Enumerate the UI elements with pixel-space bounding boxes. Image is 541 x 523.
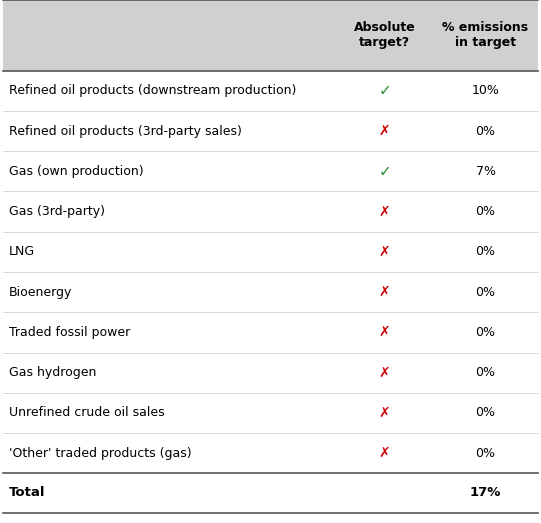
Text: 0%: 0% <box>476 245 496 258</box>
Text: ✗: ✗ <box>379 325 391 339</box>
Text: % emissions
in target: % emissions in target <box>443 21 529 49</box>
Text: ✗: ✗ <box>379 285 391 299</box>
Text: 0%: 0% <box>476 124 496 138</box>
Text: Gas hydrogen: Gas hydrogen <box>9 366 97 379</box>
Text: Absolute
target?: Absolute target? <box>354 21 415 49</box>
Text: ✗: ✗ <box>379 204 391 219</box>
Text: ✗: ✗ <box>379 366 391 380</box>
Text: 0%: 0% <box>476 366 496 379</box>
Bar <box>3 0 538 71</box>
Text: Refined oil products (downstream production): Refined oil products (downstream product… <box>9 84 296 97</box>
Text: 0%: 0% <box>476 205 496 218</box>
Text: Gas (own production): Gas (own production) <box>9 165 144 178</box>
Text: ✗: ✗ <box>379 124 391 138</box>
Text: 7%: 7% <box>476 165 496 178</box>
Text: ✗: ✗ <box>379 446 391 460</box>
Text: Refined oil products (3rd-party sales): Refined oil products (3rd-party sales) <box>9 124 242 138</box>
Text: ✓: ✓ <box>378 164 391 179</box>
Text: 0%: 0% <box>476 406 496 419</box>
Text: Gas (3rd-party): Gas (3rd-party) <box>9 205 105 218</box>
Text: ✗: ✗ <box>379 406 391 420</box>
Text: 0%: 0% <box>476 286 496 299</box>
Text: LNG: LNG <box>9 245 35 258</box>
Text: 10%: 10% <box>472 84 499 97</box>
Text: 17%: 17% <box>470 486 501 499</box>
Text: Unrefined crude oil sales: Unrefined crude oil sales <box>9 406 165 419</box>
Text: 0%: 0% <box>476 447 496 460</box>
Text: 0%: 0% <box>476 326 496 339</box>
Text: Total: Total <box>9 486 45 499</box>
Text: Traded fossil power: Traded fossil power <box>9 326 130 339</box>
Text: Bioenergy: Bioenergy <box>9 286 72 299</box>
Text: ✗: ✗ <box>379 245 391 259</box>
Text: ✓: ✓ <box>378 83 391 98</box>
Text: 'Other' traded products (gas): 'Other' traded products (gas) <box>9 447 192 460</box>
